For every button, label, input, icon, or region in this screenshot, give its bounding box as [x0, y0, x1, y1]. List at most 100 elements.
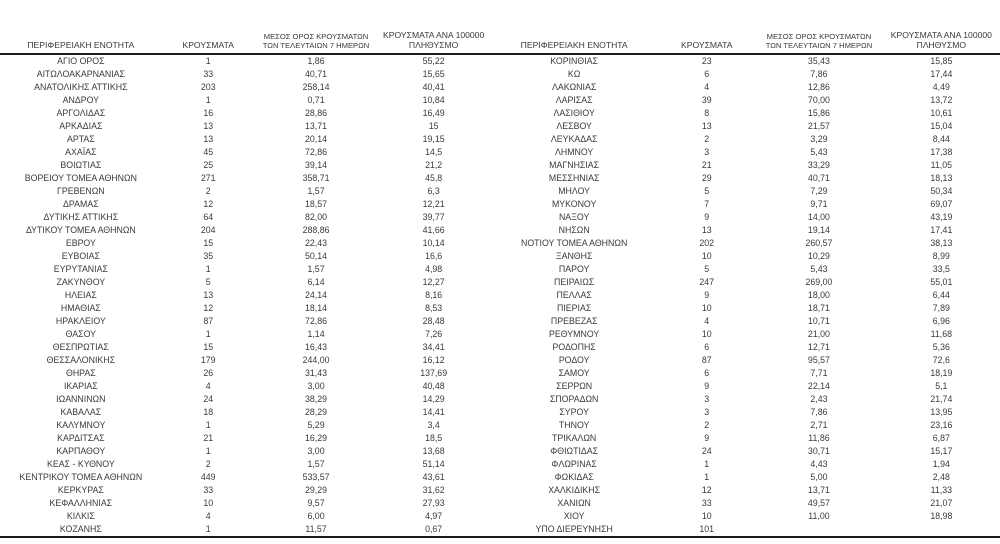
- per100k-cell: 21,2: [425, 160, 443, 170]
- table-row: ΚΑΛΥΜΝΟΥ 1 5,29 3,4: [0, 419, 490, 432]
- right-cases-table: ΠΕΡΙΦΕΡΕΙΑΚΗ ΕΝΟΤΗΤΑ ΚΡΟΥΣΜΑΤΑ ΜΕΣΟΣ ΟΡΟ…: [490, 13, 1000, 538]
- avg7-cell: 33,29: [807, 160, 830, 170]
- avg7-cell: 28,29: [305, 407, 328, 417]
- avg7-cell: 21,00: [807, 329, 830, 339]
- table-row: ΚΟΡΙΝΘΙΑΣ 23 35,43 15,85: [490, 54, 1000, 68]
- table-row: ΛΗΜΝΟΥ 3 5,43 17,38: [490, 146, 1000, 159]
- cases-cell: 10: [701, 303, 712, 313]
- cases-cell: 2: [205, 459, 211, 469]
- cases-cell: 4: [704, 316, 710, 326]
- per100k-cell: [883, 523, 1000, 537]
- per100k-cell: 10,14: [422, 238, 445, 248]
- table-row: ΤΗΝΟΥ 2 2,71 23,16: [490, 419, 1000, 432]
- region-cell: ΛΗΜΝΟΥ: [554, 147, 594, 157]
- per100k-cell: 41,66: [422, 225, 445, 235]
- cases-cell: 1: [704, 459, 710, 469]
- table-row: ΚΟΖΑΝΗΣ 1 11,57 0,67: [0, 523, 490, 537]
- region-cell: ΣΕΡΡΩΝ: [556, 381, 593, 391]
- per100k-cell: 13,72: [930, 95, 953, 105]
- cases-cell: 203: [200, 82, 216, 92]
- cases-cell: 12: [203, 303, 214, 313]
- avg7-cell: 533,57: [302, 472, 330, 482]
- per100k-cell: 11,33: [930, 485, 953, 495]
- per100k-cell: 40,48: [422, 381, 445, 391]
- right-table-body: ΚΟΡΙΝΘΙΑΣ 23 35,43 15,85 ΚΩ 6 7,86 17,44 ΛΑΚΩΝΙΑ…: [490, 54, 1000, 537]
- cases-cell: 64: [203, 212, 214, 222]
- region-cell: ΣΠΟΡΑΔΩΝ: [549, 394, 599, 404]
- avg7-cell: 29,29: [305, 485, 328, 495]
- avg7-cell: 260,57: [805, 238, 833, 248]
- region-cell: ΛΑΚΩΝΙΑΣ: [552, 82, 597, 92]
- region-cell: ΚΑΛΥΜΝΟΥ: [56, 420, 106, 430]
- cases-cell: 2: [704, 134, 710, 144]
- per100k-cell: 12,21: [422, 199, 445, 209]
- avg7-cell: 16,29: [305, 433, 328, 443]
- region-cell: ΡΟΔΟΠΗΣ: [552, 342, 596, 352]
- table-row: ΑΡΤΑΣ 13 20,14 19,15: [0, 133, 490, 146]
- avg7-cell: 7,71: [810, 368, 828, 378]
- region-cell: ΧΑΝΙΩΝ: [557, 498, 591, 508]
- table-row: ΑΡΚΑΔΙΑΣ 13 13,71 15: [0, 120, 490, 133]
- cases-cell: 10: [701, 511, 712, 521]
- per100k-cell: 5,36: [932, 342, 950, 352]
- avg7-cell: 9,57: [307, 498, 325, 508]
- header-region: ΠΕΡΙΦΕΡΕΙΑΚΗ ΕΝΟΤΗΤΑ: [490, 13, 659, 55]
- table-row: ΦΩΚΙΔΑΣ 1 5,00 2,48: [490, 471, 1000, 484]
- region-cell: ΜΑΓΝΗΣΙΑΣ: [549, 160, 600, 170]
- table-row: ΛΕΣΒΟΥ 13 21,57 15,04: [490, 120, 1000, 133]
- avg7-cell: 6,00: [307, 511, 325, 521]
- avg7-cell: 28,86: [305, 108, 328, 118]
- per100k-cell: 15,04: [930, 121, 953, 131]
- table-row: ΜΕΣΣΗΝΙΑΣ 29 40,71 18,13: [490, 172, 1000, 185]
- cases-cell: 202: [699, 238, 715, 248]
- region-cell: ΚΕΑΣ - ΚΥΘΝΟΥ: [46, 459, 115, 469]
- cases-cell: 33: [203, 485, 214, 495]
- avg7-cell: 1,14: [307, 329, 325, 339]
- table-row: ΘΕΣΠΡΩΤΙΑΣ 15 16,43 34,41: [0, 341, 490, 354]
- avg7-cell: 0,71: [307, 95, 325, 105]
- per100k-cell: 6,3: [427, 186, 440, 196]
- table-row: ΒΟΡΕΙΟΥ ΤΟΜΕΑ ΑΘΗΝΩΝ 271 358,71 45,8: [0, 172, 490, 185]
- table-row: ΔΥΤΙΚΗΣ ΑΤΤΙΚΗΣ 64 82,00 39,77: [0, 211, 490, 224]
- per100k-cell: 40,41: [422, 82, 445, 92]
- avg7-cell: 4,43: [810, 459, 828, 469]
- cases-cell: 4: [205, 511, 211, 521]
- avg7-cell: 1,57: [307, 459, 325, 469]
- avg7-cell: 10,71: [807, 316, 830, 326]
- cases-cell: 35: [203, 251, 214, 261]
- table-row: ΑΝΑΤΟΛΙΚΗΣ ΑΤΤΙΚΗΣ 203 258,14 40,41: [0, 81, 490, 94]
- avg7-cell: 11,57: [305, 524, 327, 534]
- per100k-cell: 23,16: [930, 420, 953, 430]
- cases-cell: 2: [205, 186, 211, 196]
- avg7-cell: 1,57: [307, 264, 325, 274]
- cases-cell: 10: [701, 329, 712, 339]
- cases-cell: 8: [704, 108, 710, 118]
- header-per100k-line1: ΚΡΟΥΣΜΑΤΑ ΑΝΑ 100000: [383, 30, 485, 40]
- avg7-cell: 24,14: [305, 290, 328, 300]
- region-cell: ΠΙΕΡΙΑΣ: [557, 303, 592, 313]
- avg7-cell: 40,71: [807, 173, 830, 183]
- cases-cell: 1: [205, 420, 211, 430]
- per100k-cell: 16,6: [425, 251, 443, 261]
- cases-cell: 1: [205, 446, 211, 456]
- per100k-cell: 69,07: [930, 199, 953, 209]
- header-avg7-line1: ΜΕΣΟΣ ΟΡΟΣ ΚΡΟΥΣΜΑΤΩΝ: [263, 32, 369, 41]
- per100k-cell: 31,62: [422, 485, 445, 495]
- per100k-cell: 15,65: [422, 69, 445, 79]
- avg7-cell: 21,57: [807, 121, 830, 131]
- region-cell: ΚΑΡΠΑΘΟΥ: [56, 446, 106, 456]
- table-row: ΚΙΛΚΙΣ 4 6,00 4,97: [0, 510, 490, 523]
- avg7-cell: 2,71: [810, 420, 828, 430]
- table-row: ΘΕΣΣΑΛΟΝΙΚΗΣ 179 244,00 16,12: [0, 354, 490, 367]
- region-cell: ΤΡΙΚΑΛΩΝ: [552, 433, 597, 443]
- per100k-cell: 6,96: [932, 316, 950, 326]
- region-cell: ΘΕΣΣΑΛΟΝΙΚΗΣ: [46, 355, 116, 365]
- avg7-cell: [755, 523, 883, 537]
- cases-cell: 271: [200, 173, 216, 183]
- table-row: ΑΙΤΩΛΟΑΚΑΡΝΑΝΙΑΣ 33 40,71 15,65: [0, 68, 490, 81]
- per100k-cell: 18,19: [930, 368, 953, 378]
- table-row: ΙΩΑΝΝΙΝΩΝ 24 38,29 14,29: [0, 393, 490, 406]
- avg7-cell: 38,29: [305, 394, 328, 404]
- region-cell: ΚΕΡΚΥΡΑΣ: [57, 485, 104, 495]
- table-row: ΠΑΡΟΥ 5 5,43 33,5: [490, 263, 1000, 276]
